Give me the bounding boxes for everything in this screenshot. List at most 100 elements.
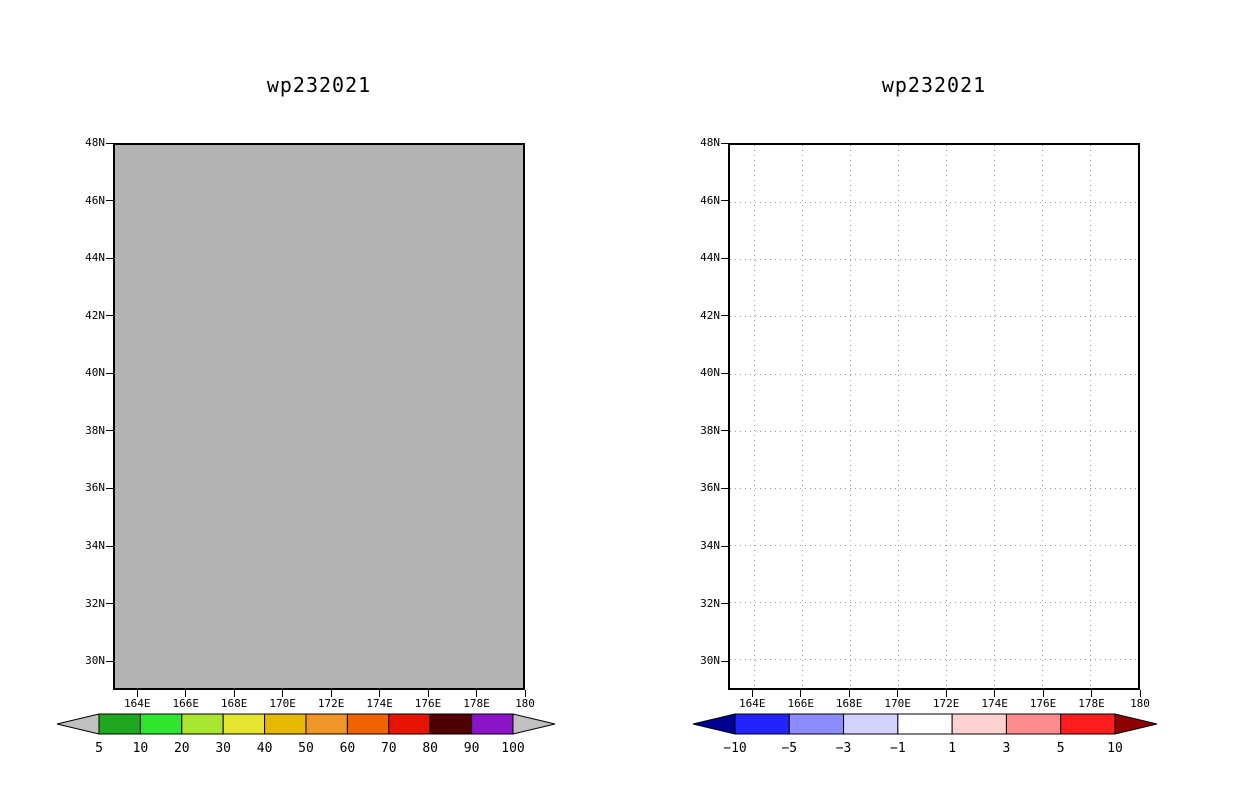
colorbar-segment: [951, 713, 1007, 735]
colorbar-segment: [305, 713, 348, 735]
y-axis-tick: [106, 545, 113, 547]
gridline-horizontal: [730, 602, 1138, 604]
gridline-vertical: [1090, 145, 1091, 688]
storm-id-title: wp232021: [266, 73, 372, 97]
colorbar-under-arrow: [692, 713, 736, 735]
x-axis-tick: [282, 690, 284, 697]
map-plot-area: [113, 143, 525, 690]
x-axis-tick: [427, 690, 429, 697]
y-axis-tick-label: 38N: [700, 423, 720, 437]
colorbar-segment: [139, 713, 183, 735]
colorbar-tick-label: 30: [215, 741, 231, 756]
panel-nhc-err: wp232021 10/16/21 00Z 0−120h 64kt Cum Wi…: [55, 0, 583, 800]
colorbar-tick-label: 60: [340, 741, 356, 756]
y-axis-tick: [106, 372, 113, 374]
colorbar-tick-label: 10: [1107, 741, 1123, 756]
gridline-horizontal: [730, 545, 1138, 547]
colorbar-tick-label: −1: [890, 741, 906, 756]
y-axis-tick: [721, 487, 728, 489]
colorbar-segment: [264, 713, 307, 735]
colorbar-segment: [897, 713, 953, 735]
colorbar-segment: [734, 713, 790, 735]
x-axis-tick-label: 168E: [220, 697, 248, 710]
colorbar-segment: [429, 713, 473, 735]
x-axis-tick-label: 180: [515, 697, 535, 710]
y-axis-tick: [721, 430, 728, 432]
colorbar-tick-label: 90: [464, 741, 480, 756]
x-axis-tick: [800, 690, 802, 697]
y-axis-tick-label: 30N: [700, 654, 720, 668]
y-axis-tick-label: 40N: [85, 366, 105, 380]
y-axis-tick-label: 38N: [85, 423, 105, 437]
colorbar-tick-label: 1: [948, 741, 956, 756]
x-axis-tick-label: 166E: [172, 697, 199, 710]
colorbar-segment: [98, 713, 141, 735]
colorbar-tick-label: 50: [298, 741, 314, 756]
x-axis-tick-label: 164E: [738, 697, 766, 710]
panel-nhc-err-minus-control: wp232021 10/16/21 00Z 0−120h 64kt Cum Wi…: [670, 0, 1198, 800]
colorbar-segment: [1060, 713, 1116, 735]
colorbar-tick-label: 100: [501, 741, 524, 756]
y-axis-tick: [721, 660, 728, 662]
colorbar-tick-label: 20: [174, 741, 190, 756]
colorbar-tick-label: −10: [723, 741, 746, 756]
y-axis-tick-label: 32N: [85, 596, 105, 610]
x-axis-tick: [185, 690, 187, 697]
y-axis-tick-label: 36N: [700, 481, 720, 495]
colorbar-tick-label: 40: [257, 741, 273, 756]
x-axis-tick-label: 168E: [835, 697, 863, 710]
x-axis-tick: [751, 690, 753, 697]
gridline-vertical: [850, 145, 851, 688]
gridline-horizontal: [730, 316, 1138, 318]
colorbar-tick-label: −5: [781, 741, 797, 756]
gridline-horizontal: [730, 259, 1138, 261]
gridline-vertical: [994, 145, 995, 688]
colorbar-under-arrow: [56, 713, 100, 735]
storm-id-title: wp232021: [881, 73, 987, 97]
x-axis-tick: [848, 690, 850, 697]
colorbar-over-arrow: [1114, 713, 1158, 735]
map-plot-area: [728, 143, 1140, 690]
y-axis-tick: [721, 545, 728, 547]
colorbar-segment: [181, 713, 224, 735]
gridline-vertical: [1042, 145, 1043, 688]
x-axis-tick-label: 174E: [366, 697, 393, 710]
x-axis-tick: [330, 690, 332, 697]
colorbar-segment: [471, 713, 514, 735]
y-axis-tick: [106, 660, 113, 662]
colorbar-over-arrow: [512, 713, 556, 735]
gridline-horizontal: [730, 659, 1138, 661]
y-axis-tick: [106, 603, 113, 605]
y-axis-tick: [721, 372, 728, 374]
x-axis-tick-label: 166E: [787, 697, 814, 710]
y-axis-tick: [721, 603, 728, 605]
y-axis-tick: [106, 430, 113, 432]
gridline-vertical: [898, 145, 899, 688]
y-axis-tick-label: 30N: [85, 654, 105, 668]
y-axis-tick: [721, 315, 728, 317]
y-axis-tick-label: 40N: [700, 366, 720, 380]
y-axis-tick-label: 42N: [700, 308, 720, 322]
gridline-vertical: [946, 145, 947, 688]
colorbar-tick-label: −3: [836, 741, 852, 756]
colorbar-tick-label: 80: [422, 741, 438, 756]
colorbar: 5 10 20 30 40 50 60 70 80 90 100: [53, 712, 563, 760]
x-axis-tick: [994, 690, 996, 697]
colorbar-tick-label: 70: [381, 741, 397, 756]
x-axis-tick-label: 172E: [932, 697, 960, 710]
x-axis-tick-label: 180: [1130, 697, 1150, 710]
colorbar-tick-label: 5: [95, 741, 103, 756]
colorbar-segment: [388, 713, 431, 735]
y-axis-tick-label: 42N: [85, 308, 105, 322]
x-axis-tick-label: 178E: [463, 697, 490, 710]
x-axis-tick-label: 176E: [414, 697, 442, 710]
x-axis-tick-label: 170E: [884, 697, 911, 710]
y-axis-tick-label: 34N: [85, 539, 105, 553]
colorbar-tick-label: 3: [1003, 741, 1011, 756]
y-axis-tick: [106, 487, 113, 489]
gridline-horizontal: [730, 487, 1138, 489]
y-axis-tick-label: 36N: [85, 481, 105, 495]
colorbar-tick-label: 5: [1057, 741, 1065, 756]
gridline-vertical: [802, 145, 803, 688]
